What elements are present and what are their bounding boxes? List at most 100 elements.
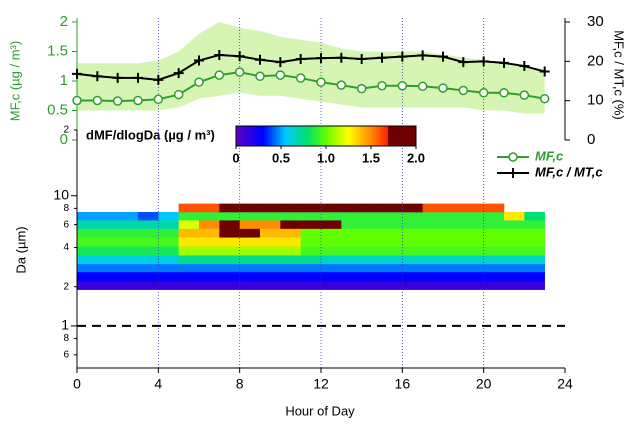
heatmap-cell	[77, 220, 98, 229]
heatmap-cell	[321, 212, 342, 221]
data-point	[458, 57, 469, 68]
data-point	[72, 68, 82, 79]
colorbar-swatch	[310, 126, 313, 146]
y-tick-label: 4	[63, 242, 69, 253]
data-point	[499, 57, 509, 68]
heatmap-cell	[300, 212, 322, 221]
heatmap-cell	[77, 271, 98, 282]
colorbar-swatch	[344, 126, 347, 146]
heatmap-cell	[443, 212, 464, 221]
heatmap-cell	[524, 263, 545, 273]
heatmap-cell	[382, 255, 403, 265]
colorbar-swatch	[296, 126, 299, 146]
heatmap-cell	[138, 237, 159, 247]
heatmap-cell	[341, 281, 362, 290]
colorbar-swatch	[244, 126, 247, 146]
y-axis-label: Da (µm)	[13, 226, 28, 273]
heatmap-cell	[280, 228, 301, 238]
heatmap-cell	[199, 246, 220, 256]
heatmap-cell	[504, 281, 525, 290]
heatmap-cell	[280, 212, 301, 221]
heatmap-cell	[158, 263, 179, 273]
heatmap-cell	[483, 246, 505, 256]
heatmap-cell	[341, 220, 362, 229]
x-tick-label: 16	[395, 376, 411, 392]
heatmap-cell	[199, 263, 220, 273]
heatmap-cell	[422, 237, 444, 247]
x-tick-label: 8	[236, 376, 244, 392]
colorbar-swatch	[352, 126, 355, 146]
heatmap-cell	[280, 220, 301, 229]
legend-marker	[508, 168, 518, 178]
heatmap-cell	[138, 263, 159, 273]
colorbar-swatch	[388, 126, 391, 146]
heatmap-cell	[382, 281, 403, 290]
heatmap-cell	[422, 220, 444, 229]
heatmap-cell	[97, 281, 118, 290]
y-tick-label: 6	[63, 349, 69, 360]
heatmap-cell	[219, 220, 240, 229]
heatmap-cell	[138, 246, 159, 256]
data-point	[539, 66, 550, 77]
heatmap-cell	[341, 271, 362, 282]
heatmap-cell	[77, 263, 98, 273]
colorbar-swatch	[242, 126, 245, 146]
colorbar-swatch	[292, 126, 295, 146]
heatmap-cell	[443, 263, 464, 273]
heatmap-cell	[97, 255, 118, 265]
heatmap-cell	[382, 220, 403, 229]
heatmap-cell	[199, 255, 220, 265]
heatmap-cell	[219, 203, 240, 213]
heatmap-cell	[341, 212, 362, 221]
heatmap-cell	[77, 255, 98, 265]
data-point	[112, 72, 123, 83]
colorbar-swatch	[412, 126, 415, 146]
colorbar-swatch	[302, 126, 305, 146]
heatmap-cell	[260, 228, 281, 238]
heatmap-cell	[361, 212, 383, 221]
y2-tick-label: 30	[587, 13, 604, 30]
colorbar-swatch	[404, 126, 407, 146]
heatmap-cell	[321, 263, 342, 273]
colorbar-swatch	[322, 126, 325, 146]
data-point	[133, 95, 143, 106]
data-point	[255, 54, 265, 65]
heatmap-cell	[422, 203, 444, 213]
colorbar-tick-label: 2.0	[407, 150, 425, 165]
data-point	[397, 51, 408, 62]
heatmap-cell	[239, 228, 261, 238]
heatmap-cell	[260, 203, 281, 213]
data-point	[194, 55, 204, 66]
colorbar-swatch	[324, 126, 327, 146]
y-tick-label: 2	[63, 125, 69, 136]
heatmap-cell	[422, 212, 444, 221]
data-point	[214, 70, 225, 80]
heatmap-cell	[280, 237, 301, 247]
colorbar-swatch	[266, 126, 269, 146]
heatmap-cell	[443, 228, 464, 238]
y-tick-label: 2	[60, 13, 68, 30]
colorbar-swatch	[408, 126, 411, 146]
data-point	[173, 89, 184, 100]
heatmap-cell	[382, 246, 403, 256]
heatmap-cell	[260, 255, 281, 265]
colorbar-tick-label: 0	[232, 150, 239, 165]
heatmap-cell	[361, 255, 383, 265]
heatmap-cell	[239, 281, 261, 290]
heatmap-cell	[239, 246, 261, 256]
heatmap-cell	[178, 263, 200, 273]
heatmap-cell	[463, 237, 484, 247]
heatmap-cell	[504, 255, 525, 265]
colorbar-swatch	[378, 126, 381, 146]
heatmap-cell	[178, 271, 200, 282]
heatmap-cell	[260, 220, 281, 229]
heatmap-cell	[117, 255, 139, 265]
y-tick-label: 8	[63, 203, 69, 214]
colorbar-swatch	[326, 126, 329, 146]
colorbar-swatch	[402, 126, 405, 146]
y-axis-label: MF,c (µg / m³)	[7, 41, 22, 121]
data-point	[214, 50, 225, 61]
heatmap-cell	[361, 271, 383, 282]
colorbar-swatch	[364, 126, 367, 146]
colorbar-swatch	[246, 126, 249, 146]
